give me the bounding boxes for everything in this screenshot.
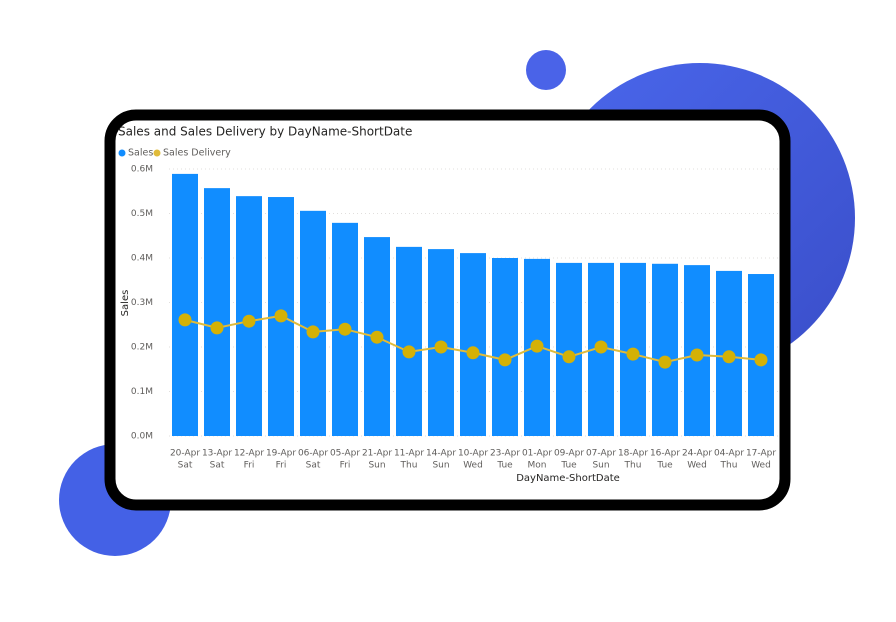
x-tick-label: 13-Apr bbox=[202, 449, 232, 459]
x-tick-label: 04-Apr bbox=[714, 449, 744, 459]
x-tick-label: Tue bbox=[656, 461, 673, 471]
x-tick-label: 18-Apr bbox=[618, 449, 648, 459]
x-tick-label: Sat bbox=[210, 461, 225, 471]
x-tick-label: Mon bbox=[528, 461, 547, 471]
line-marker bbox=[274, 309, 288, 323]
x-tick-label: 09-Apr bbox=[554, 449, 584, 459]
line-marker bbox=[370, 330, 384, 344]
x-tick-label: 14-Apr bbox=[426, 449, 456, 459]
x-tick-label: Tue bbox=[496, 461, 513, 471]
x-axis-title: DayName-ShortDate bbox=[516, 473, 620, 484]
x-tick-label: Sat bbox=[178, 461, 193, 471]
y-tick-label: 0.5M bbox=[131, 209, 153, 219]
x-tick-label: 05-Apr bbox=[330, 449, 360, 459]
x-tick-label: 06-Apr bbox=[298, 449, 328, 459]
y-tick-label: 0.1M bbox=[131, 387, 153, 397]
x-tick-label: Wed bbox=[463, 461, 483, 471]
bar bbox=[556, 262, 582, 436]
x-tick-label: 21-Apr bbox=[362, 449, 392, 459]
line-marker bbox=[338, 322, 352, 336]
bar bbox=[204, 188, 230, 436]
x-tick-label: Sat bbox=[306, 461, 321, 471]
x-tick-label: Sun bbox=[592, 461, 609, 471]
line-marker bbox=[434, 340, 448, 354]
y-tick-label: 0.4M bbox=[131, 254, 153, 264]
line-marker bbox=[690, 348, 704, 362]
line-marker bbox=[210, 321, 224, 335]
x-tick-label: Thu bbox=[400, 461, 418, 471]
line-marker bbox=[754, 353, 768, 367]
y-tick-label: 0.0M bbox=[131, 432, 153, 442]
x-tick-label: Sun bbox=[368, 461, 385, 471]
line-marker bbox=[242, 314, 256, 328]
x-tick-label: 10-Apr bbox=[458, 449, 488, 459]
bar bbox=[396, 246, 422, 436]
line-marker bbox=[498, 353, 512, 367]
y-tick-label: 0.3M bbox=[131, 298, 153, 308]
line-marker bbox=[562, 350, 576, 364]
bar bbox=[460, 253, 486, 436]
x-tick-label: 24-Apr bbox=[682, 449, 712, 459]
x-tick-label: 01-Apr bbox=[522, 449, 552, 459]
legend-swatch bbox=[118, 149, 126, 157]
chart: Sales and Sales Delivery by DayName-Shor… bbox=[118, 125, 779, 484]
bar bbox=[492, 258, 518, 436]
decor-circle bbox=[526, 50, 566, 90]
x-tick-label: 20-Apr bbox=[170, 449, 200, 459]
x-tick-label: Wed bbox=[687, 461, 707, 471]
x-tick-label: 17-Apr bbox=[746, 449, 776, 459]
line-marker bbox=[658, 355, 672, 369]
bar bbox=[172, 173, 198, 436]
legend-label: Sales bbox=[128, 148, 153, 159]
x-tick-label: 12-Apr bbox=[234, 449, 264, 459]
x-tick-label: Tue bbox=[560, 461, 577, 471]
line-marker bbox=[626, 347, 640, 361]
x-tick-label: Sun bbox=[432, 461, 449, 471]
y-axis-title: Sales bbox=[120, 290, 131, 317]
line-marker bbox=[306, 325, 320, 339]
legend-swatch bbox=[153, 149, 161, 157]
line-marker bbox=[530, 339, 544, 353]
y-tick-label: 0.2M bbox=[131, 343, 153, 353]
line-marker bbox=[722, 350, 736, 364]
x-tick-label: 19-Apr bbox=[266, 449, 296, 459]
x-tick-label: Fri bbox=[276, 461, 287, 471]
x-tick-label: Wed bbox=[751, 461, 771, 471]
x-tick-label: 23-Apr bbox=[490, 449, 520, 459]
bar bbox=[300, 210, 326, 436]
legend-label: Sales Delivery bbox=[163, 148, 231, 159]
x-tick-label: Fri bbox=[244, 461, 255, 471]
bar bbox=[652, 263, 678, 436]
line-marker bbox=[402, 345, 416, 359]
x-tick-label: 11-Apr bbox=[394, 449, 424, 459]
x-tick-label: Thu bbox=[720, 461, 738, 471]
y-tick-label: 0.6M bbox=[131, 165, 153, 175]
chart-title: Sales and Sales Delivery by DayName-Shor… bbox=[118, 125, 412, 139]
x-tick-label: 07-Apr bbox=[586, 449, 616, 459]
x-tick-label: Thu bbox=[624, 461, 642, 471]
x-tick-label: Fri bbox=[340, 461, 351, 471]
line-marker bbox=[594, 340, 608, 354]
line-marker bbox=[178, 313, 192, 327]
line-marker bbox=[466, 346, 480, 360]
x-tick-label: 16-Apr bbox=[650, 449, 680, 459]
